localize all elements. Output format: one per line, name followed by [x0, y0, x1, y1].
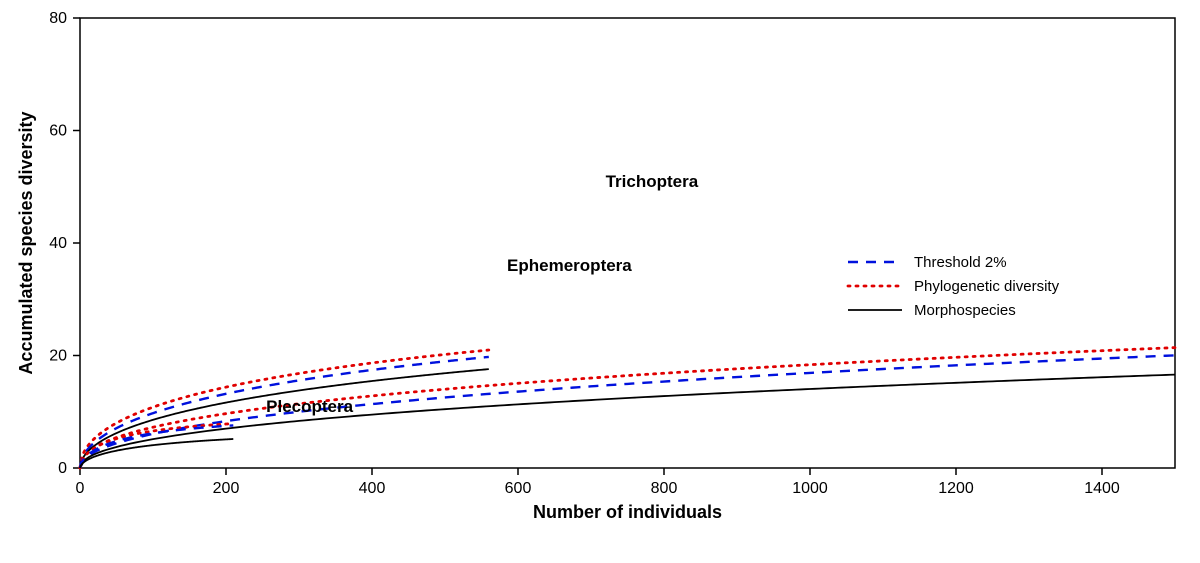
x-tick-label: 400: [359, 480, 386, 497]
x-tick-label: 1200: [938, 480, 974, 497]
x-tick-label: 1400: [1084, 480, 1120, 497]
group-label-trichoptera: Trichoptera: [606, 172, 699, 191]
x-axis-title: Number of individuals: [533, 502, 722, 522]
legend-label-threshold: Threshold 2%: [914, 254, 1007, 271]
x-tick-label: 0: [76, 480, 85, 497]
y-tick-label: 40: [49, 235, 67, 252]
group-label-ephemeroptera: Ephemeroptera: [507, 256, 632, 275]
group-label-plecoptera: Plecoptera: [266, 397, 353, 416]
y-tick-label: 60: [49, 123, 67, 140]
y-tick-label: 0: [58, 460, 67, 477]
legend-label-morpho: Morphospecies: [914, 302, 1016, 319]
x-tick-label: 200: [213, 480, 240, 497]
accumulation-chart: 0 200 400 600 800 1000 1200 1400 0 20 40 60 80 Number…: [0, 0, 1200, 563]
chart-svg: 0 200 400 600 800 1000 1200 1400 0 20 40 60 80 Number…: [0, 0, 1200, 563]
y-tick-label: 80: [49, 10, 67, 27]
x-tick-label: 600: [505, 480, 532, 497]
x-tick-label: 800: [651, 480, 678, 497]
y-axis-title: Accumulated species diversity: [16, 111, 36, 374]
y-tick-label: 20: [49, 348, 67, 365]
legend-label-phylo: Phylogenetic diversity: [914, 278, 1060, 295]
x-tick-label: 1000: [792, 480, 828, 497]
